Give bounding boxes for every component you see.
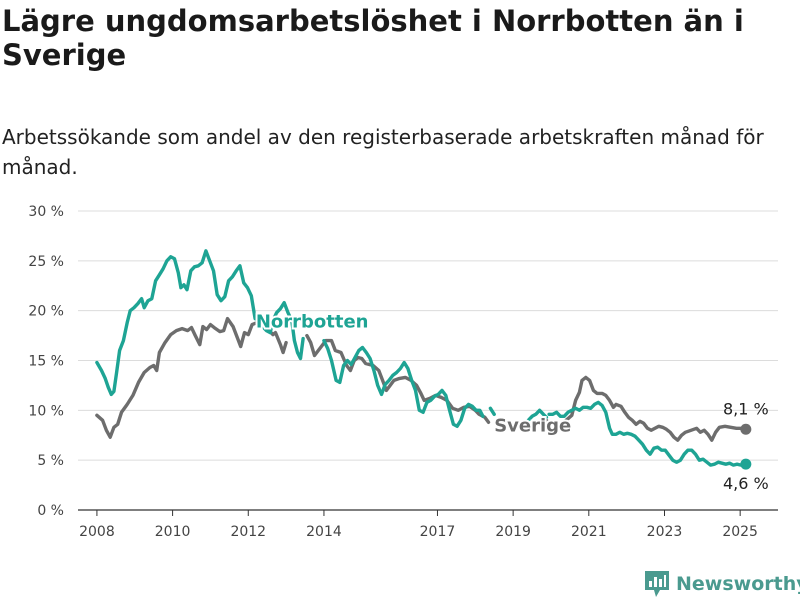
brand-name: Newsworthy bbox=[676, 573, 800, 595]
end-point-sverige bbox=[740, 423, 752, 435]
series-line-norrbotten bbox=[547, 400, 748, 467]
x-tick-label: 2021 bbox=[571, 524, 607, 540]
y-tick-label: 30 % bbox=[28, 204, 64, 220]
end-value-label-sverige: 8,1 % bbox=[723, 399, 769, 418]
series-line-norrbotten bbox=[488, 406, 496, 416]
series-line-norrbotten bbox=[95, 249, 305, 397]
y-tick-label: 10 % bbox=[28, 403, 64, 419]
series-line-sverige bbox=[541, 417, 549, 423]
series-line-sverige bbox=[560, 375, 748, 442]
x-axis-ticks: 2008 2010 2012 2014 2017 2019 2021 2023 2025 bbox=[79, 510, 758, 540]
series-label-sverige: Sverige bbox=[494, 415, 571, 436]
gridlines bbox=[78, 210, 778, 511]
end-value-label-norrbotten: 4,6 % bbox=[723, 474, 769, 493]
x-tick-label: 2012 bbox=[230, 524, 266, 540]
y-axis-tick-labels: 0 % 5 % 10 % 15 % 20 % 25 % 30 % bbox=[28, 204, 64, 519]
series-labels: 8,1 % 4,6 % Norrbotten Sverige bbox=[254, 310, 769, 494]
chart-title: Lägre ungdomsarbetslöshet i Norrbotten ä… bbox=[2, 4, 744, 72]
x-tick-label: 2017 bbox=[420, 524, 456, 540]
y-tick-label: 15 % bbox=[28, 354, 64, 370]
x-tick-label: 2010 bbox=[155, 524, 191, 540]
y-tick-label: 0 % bbox=[37, 503, 64, 519]
y-tick-label: 25 % bbox=[28, 254, 64, 270]
bar-chart-logo-icon bbox=[645, 571, 669, 597]
series-lines bbox=[95, 249, 752, 470]
series-line-norrbotten bbox=[526, 408, 549, 422]
x-tick-label: 2019 bbox=[495, 524, 531, 540]
y-tick-label: 20 % bbox=[28, 304, 64, 320]
x-tick-label: 2008 bbox=[79, 524, 115, 540]
series-label-norrbotten: Norrbotten bbox=[256, 312, 369, 333]
end-point-norrbotten bbox=[740, 458, 752, 470]
newsworthy-logo[interactable]: Newsworthy bbox=[644, 568, 800, 600]
series-line-sverige bbox=[305, 333, 491, 424]
y-tick-label: 5 % bbox=[37, 453, 64, 469]
chart-subtitle: Arbetssökande som andel av den registerb… bbox=[2, 125, 764, 179]
x-tick-label: 2023 bbox=[647, 524, 683, 540]
series-line-norrbotten bbox=[322, 338, 485, 428]
x-tick-label: 2025 bbox=[722, 524, 758, 540]
x-tick-label: 2014 bbox=[306, 524, 342, 540]
